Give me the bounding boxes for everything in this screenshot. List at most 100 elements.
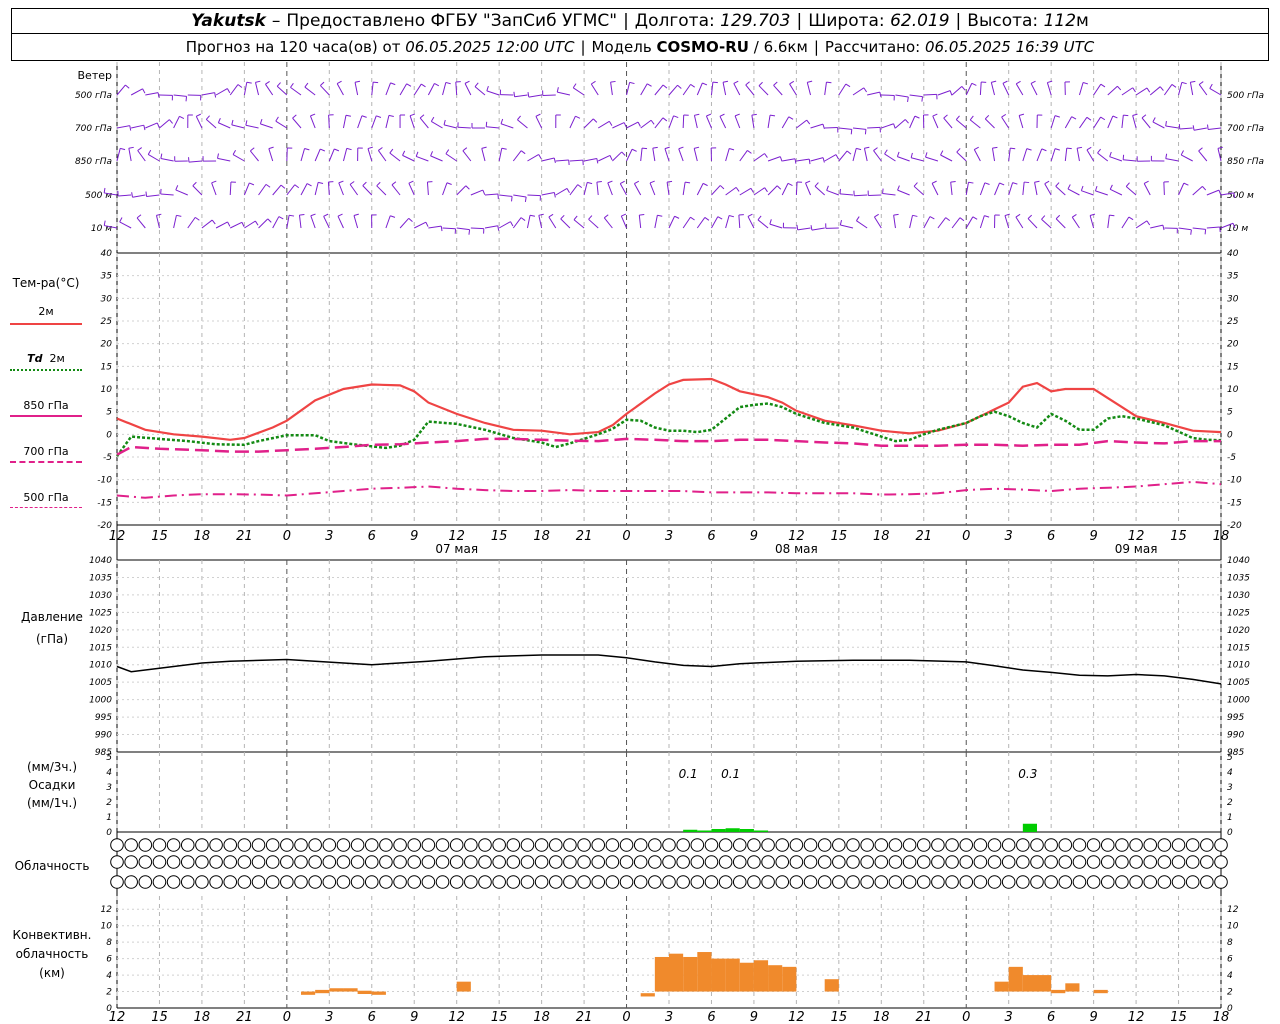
temp-tick-label-right: -10 <box>1227 476 1242 486</box>
wind-barb <box>338 182 344 196</box>
wind-barb-flag <box>734 113 740 117</box>
wind-barb-flag <box>1141 114 1147 119</box>
pressure-tick-label-left: 1025 <box>89 608 112 618</box>
wind-barb <box>1002 83 1010 96</box>
wind-barb-flag <box>334 148 340 152</box>
x-tick-label-top: 3 <box>325 529 333 544</box>
wind-barb <box>1097 152 1109 162</box>
wind-barb <box>753 187 765 196</box>
wind-barb-flag <box>573 215 578 221</box>
wind-barb <box>1041 218 1052 229</box>
wind-barb-flag <box>1015 80 1021 85</box>
wind-barb <box>1050 115 1056 129</box>
cloud-cover-symbol <box>1115 875 1129 889</box>
temp-tick-label-right: 0 <box>1227 430 1233 440</box>
wind-barb-flag <box>855 216 860 221</box>
wind-barb <box>275 120 288 129</box>
cloud-cover-symbol <box>591 875 606 889</box>
wind-barb-flag <box>1030 80 1036 84</box>
wind-barb <box>590 83 599 96</box>
cloud-cover-symbol <box>152 855 167 869</box>
pressure-label: Давление <box>21 610 83 624</box>
wind-level-label-left: 700 гПа <box>75 124 112 134</box>
wind-barb-flag <box>940 150 944 156</box>
lon-value: 129.703 <box>720 11 791 31</box>
cloud-cover-symbol <box>916 855 931 869</box>
pressure-tick-label-right: 995 <box>1227 713 1244 723</box>
wind-barb <box>619 183 627 196</box>
wind-barb-flag <box>446 182 452 185</box>
cloud-cover-symbol <box>308 875 322 889</box>
cloud-cover-symbol <box>379 838 393 852</box>
x-tick-label-top: 9 <box>1089 529 1097 544</box>
wind-barb-flag <box>747 213 753 217</box>
wind-barb <box>298 215 302 229</box>
wind-barb-flag <box>1198 147 1203 152</box>
cloud-cover-symbol <box>1157 855 1172 869</box>
wind-barb <box>314 182 319 196</box>
wind-barb <box>867 91 880 96</box>
wind-barb <box>173 116 180 129</box>
wind-barb-flag <box>1097 148 1102 154</box>
calc-label: Рассчитано: <box>824 38 921 56</box>
wind-barb-flag <box>907 96 909 102</box>
wind-barb-flag <box>1054 115 1060 118</box>
wind-barb-flag <box>362 181 367 186</box>
x-tick-label-top: 15 <box>491 529 508 544</box>
cloud-cover-symbol <box>874 875 889 889</box>
wind-barb-flag <box>1183 182 1189 186</box>
cloud-cover-symbol <box>548 875 563 889</box>
wind-barb-flag <box>1066 147 1072 150</box>
wind-barb-flag <box>912 214 918 217</box>
cloud-cover-symbol <box>464 838 478 852</box>
wind-barb-flag <box>657 214 663 217</box>
precip-unit-1h: (мм/1ч.) <box>26 796 78 810</box>
wind-barb <box>389 152 401 162</box>
cloud-cover-symbol <box>506 875 521 889</box>
cloud-cover-symbol <box>322 875 337 889</box>
wind-barb <box>666 182 670 196</box>
cloud-cover-symbol <box>747 838 761 852</box>
precip-tick-label-left: 0 <box>106 828 112 838</box>
cloud-cover-symbol <box>209 875 223 889</box>
wind-barb <box>513 194 527 198</box>
x-tick-label-bottom: 0 <box>622 1010 630 1024</box>
wind-barb-flag <box>1055 214 1061 220</box>
cloud-cover-symbol <box>180 875 195 889</box>
x-tick-label-bottom: 3 <box>325 1010 333 1024</box>
cloud-cover-symbol <box>138 855 153 869</box>
precip-label: Осадки <box>28 778 76 792</box>
temp-tick-label-right: 25 <box>1227 317 1239 327</box>
wind-barb-flag <box>560 214 565 220</box>
wind-barb-flag <box>577 184 583 189</box>
wind-barb-flag <box>984 182 990 185</box>
wind-barb-flag <box>945 217 951 221</box>
wind-barb <box>852 148 857 162</box>
conv-bar <box>739 962 754 992</box>
x-tick-label-top: 18 <box>1213 529 1230 544</box>
conv-bar <box>1051 989 1066 994</box>
cloud-cover-symbol <box>336 838 351 852</box>
wind-barb <box>173 215 177 229</box>
lat-value: 62.019 <box>890 11 950 31</box>
header-dash: – <box>271 11 281 31</box>
x-tick-label-top: 15 <box>1170 529 1187 544</box>
forecast-from-word: от <box>382 38 401 56</box>
wind-barb-flag <box>304 148 310 151</box>
cloud-cover-symbol <box>832 838 846 852</box>
cloud-cover-symbol <box>478 838 492 852</box>
cloud-cover-symbol <box>789 838 804 852</box>
precip-bar <box>697 830 712 832</box>
wind-barb <box>956 151 967 162</box>
wind-barb-flag <box>391 181 397 186</box>
wind-barb <box>895 94 909 98</box>
wind-barb-flag <box>354 80 361 83</box>
wind-barb-flag <box>390 215 396 218</box>
cloud-cover-symbol <box>393 838 407 852</box>
wind-barb-flag <box>949 90 953 96</box>
wind-barb <box>620 215 627 229</box>
x-tick-label-bottom: 21 <box>236 1010 253 1024</box>
wind-barb <box>116 148 121 162</box>
wind-barb <box>462 150 472 162</box>
wind-barb-flag <box>517 115 521 121</box>
